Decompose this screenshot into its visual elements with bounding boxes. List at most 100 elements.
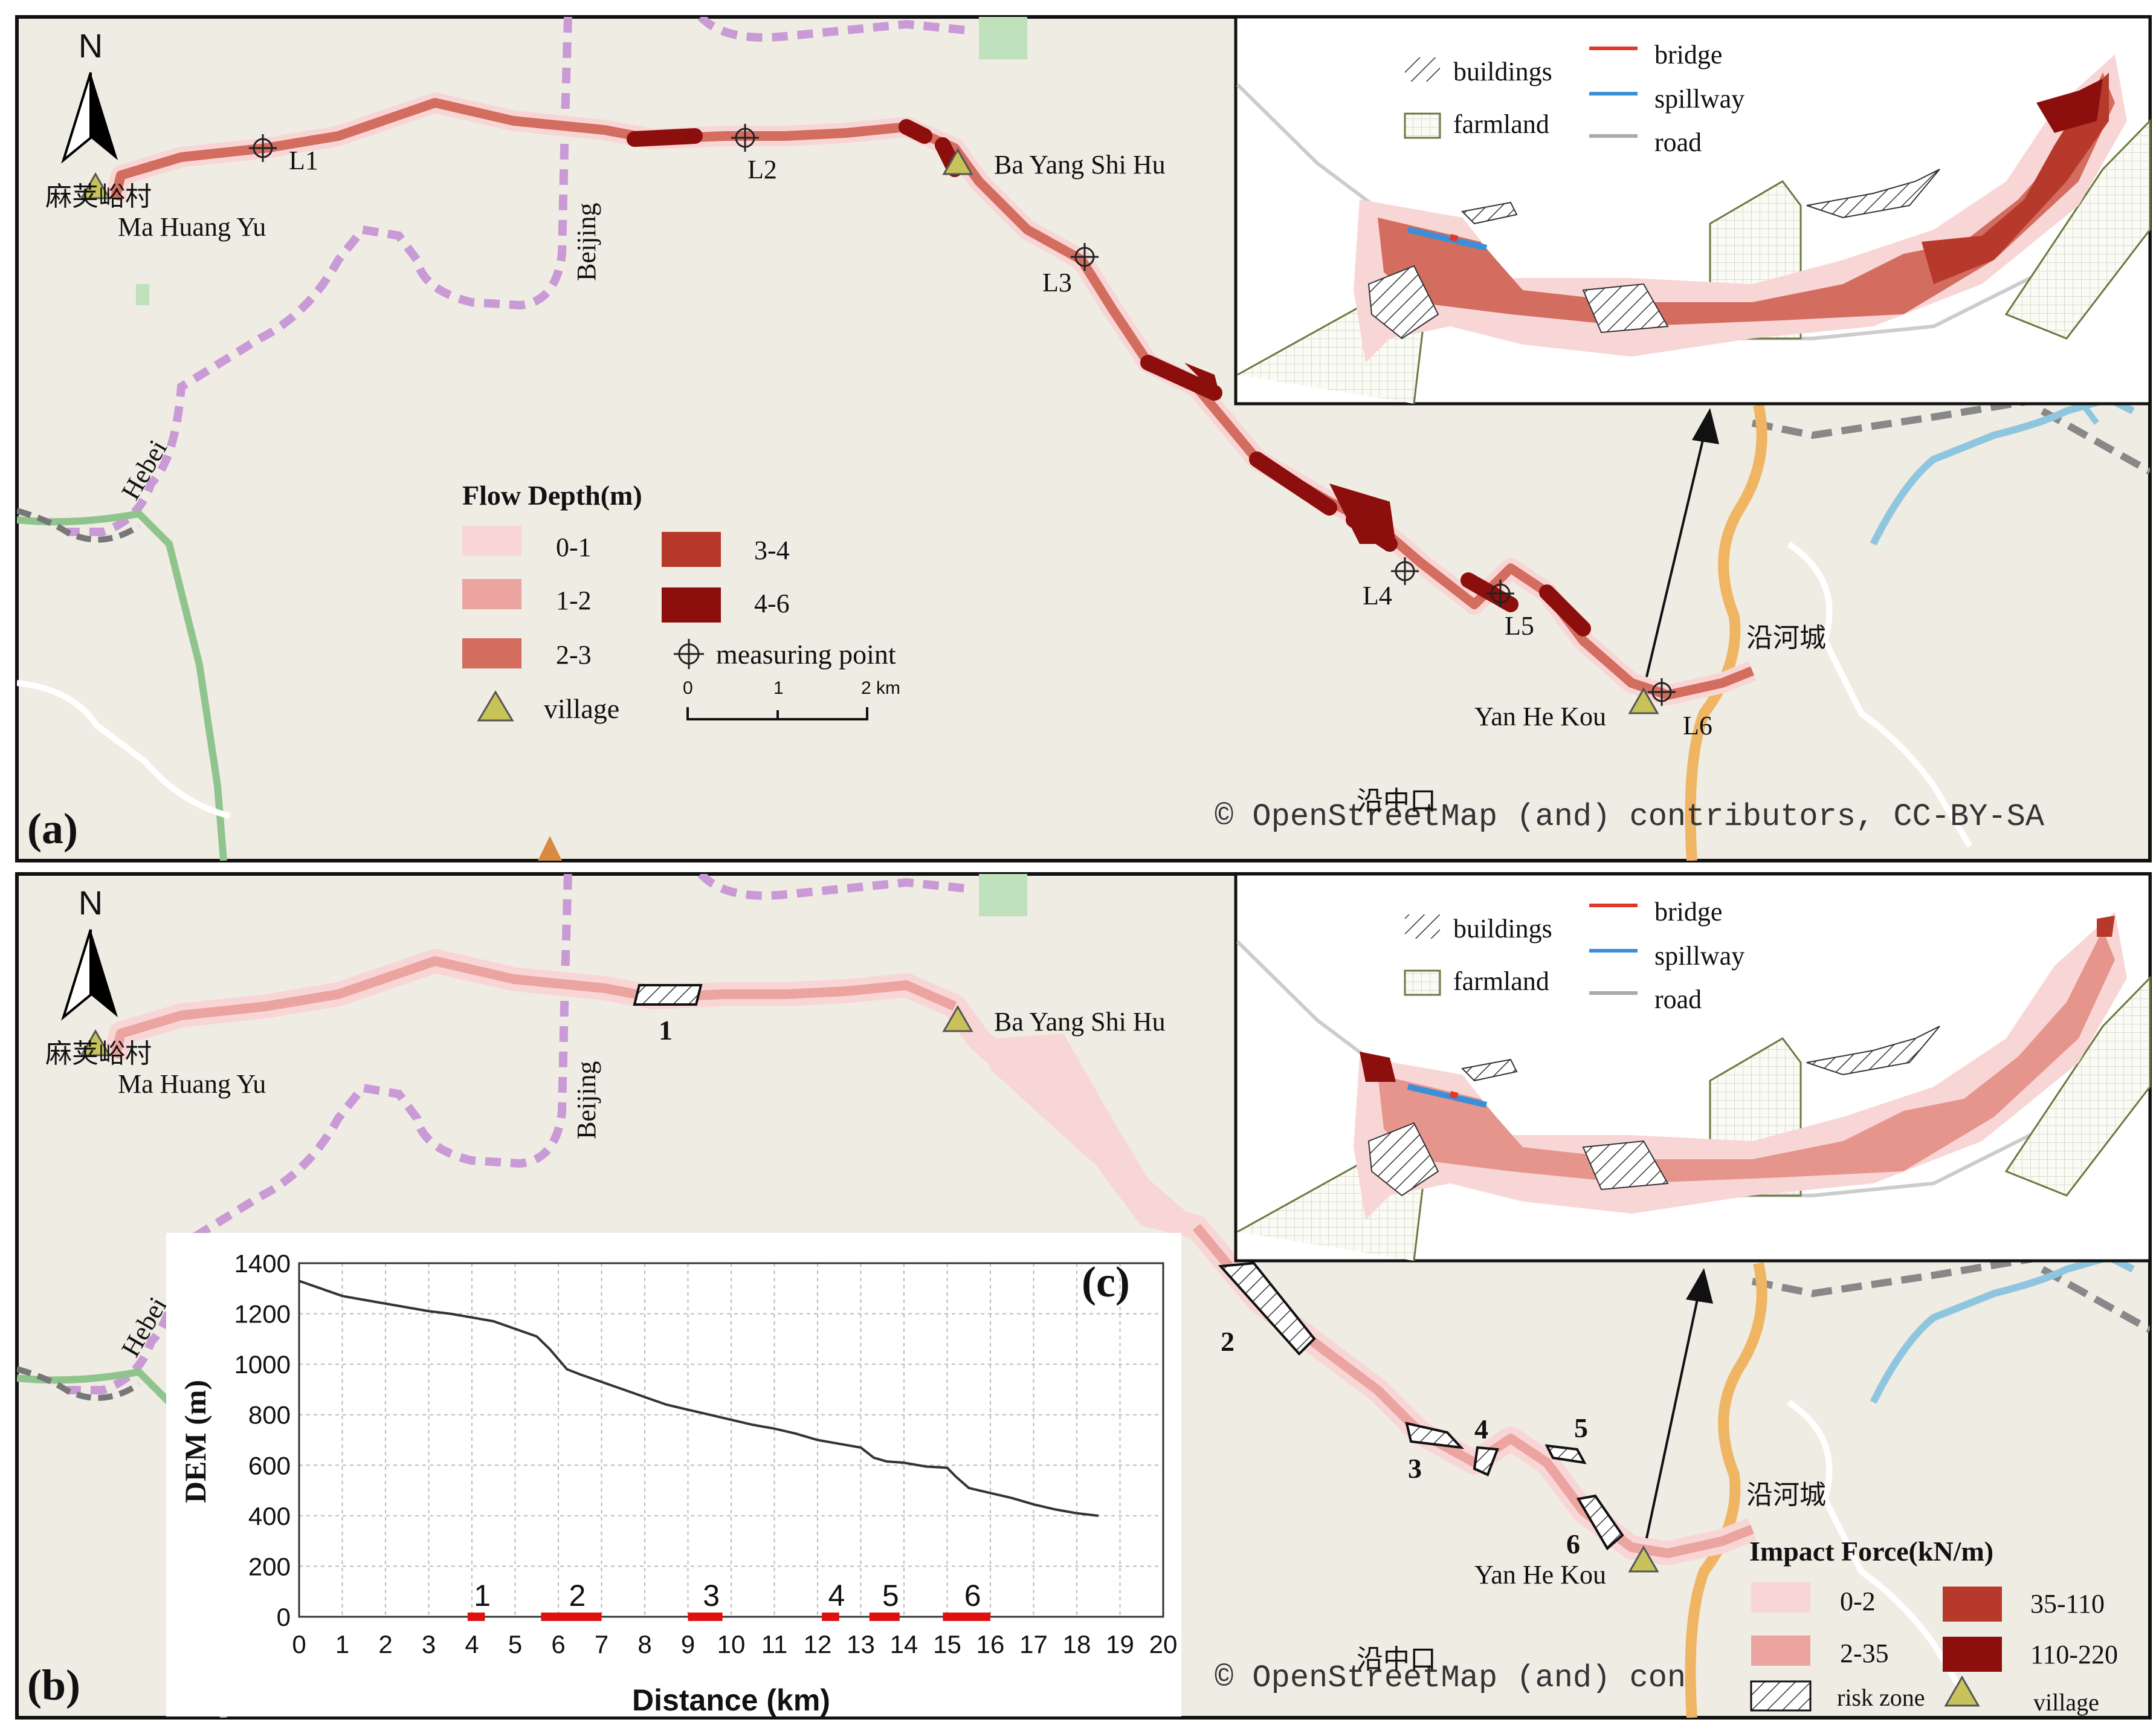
inset-building bbox=[1367, 1122, 1439, 1197]
inset-legend-farmland-swatch bbox=[1404, 969, 1441, 996]
dem-profile-chart: 0 1 2 3 4 5 6 7 8 9 10 11 12 13 14 15 16 17 18 19 20 0200400… bbox=[166, 1233, 1181, 1717]
panel-b-label: (b) bbox=[27, 1661, 80, 1709]
panel-b: 沿河城 © OpenStreetMap (and) con 沿中口 N 麻荚峪村… bbox=[15, 872, 2152, 1720]
legend-swatch-1-2 bbox=[462, 579, 521, 609]
panel-a: 沿河城 © OpenStreetMap (and) contributors, … bbox=[15, 15, 2152, 862]
risk-zone-legend-label: risk zone bbox=[1837, 1684, 1925, 1711]
impact-swatch-0-2 bbox=[1751, 1582, 1810, 1613]
measuring-points: L1 L2 L3 L4 L5 L6 bbox=[249, 124, 1712, 740]
village-yan-he-kou bbox=[1628, 687, 1659, 714]
impact-patch bbox=[979, 1034, 1196, 1239]
panel-a-basemap bbox=[17, 17, 2150, 861]
impact-path-mid bbox=[1192, 1223, 1754, 1558]
village-ba-yang-shi-hu bbox=[942, 147, 973, 175]
measuring-point-l6 bbox=[1648, 678, 1676, 706]
inset-pointer-line bbox=[1645, 435, 1705, 678]
risk-zone-2 bbox=[1218, 1261, 1316, 1356]
inset-farmland bbox=[2004, 118, 2151, 340]
chart-y-tick-label: 800 bbox=[248, 1401, 291, 1429]
village-ma-huang-yu bbox=[80, 172, 111, 199]
inset-legend-road: road bbox=[1654, 985, 1702, 1014]
beijing-label: Beijing bbox=[572, 202, 601, 281]
risk-zone-4 bbox=[1473, 1446, 1499, 1477]
beijing-label: Beijing bbox=[572, 1061, 601, 1139]
inset-building bbox=[1806, 169, 1940, 219]
inset-legend-farmland: farmland bbox=[1453, 109, 1549, 139]
risk-zone-swatch bbox=[1750, 1680, 1812, 1712]
railway bbox=[1751, 1235, 2150, 1298]
ma-huang-yu-label: Ma Huang Yu bbox=[118, 212, 266, 242]
impact-swatch-2-35 bbox=[1751, 1636, 1810, 1666]
chart-x-tick-label: 0 bbox=[292, 1630, 306, 1658]
inset-legend-road: road bbox=[1654, 128, 1702, 157]
chart-x-tick-label: 6 bbox=[551, 1630, 565, 1658]
risk-segment-label-1: 1 bbox=[474, 1579, 491, 1613]
chart-x-label: Distance (km) bbox=[632, 1683, 830, 1717]
province-border bbox=[697, 874, 967, 900]
inset-legend-buildings: buildings bbox=[1453, 57, 1552, 86]
l3-label: L3 bbox=[1042, 268, 1072, 297]
measuring-point-l2 bbox=[731, 124, 759, 152]
l5-label: L5 bbox=[1505, 611, 1534, 641]
legend-measuring-point-icon bbox=[674, 639, 704, 669]
risk-zone-1 bbox=[633, 984, 703, 1006]
panel-b-basemap bbox=[17, 874, 2150, 1718]
minor-road bbox=[1787, 1399, 1973, 1706]
inset-a: buildings farmland bridge spillway road bbox=[1234, 15, 2152, 406]
flow-depth-legend: Flow Depth(m) 0-1 1-2 2-3 3-4 4-6 measur… bbox=[462, 480, 900, 724]
inset-building bbox=[1367, 265, 1439, 340]
inset-bridge bbox=[1449, 234, 1459, 242]
chart-x-tick-label: 13 bbox=[847, 1630, 875, 1658]
dem-series-line bbox=[299, 1280, 1099, 1517]
chart-x-tick-label: 12 bbox=[804, 1630, 832, 1658]
measuring-point-l3 bbox=[1071, 243, 1099, 271]
risk-zone-5-label: 5 bbox=[1574, 1412, 1588, 1443]
green-patch bbox=[979, 17, 1027, 59]
yan-he-kou-label: Yan He Kou bbox=[1474, 1560, 1606, 1590]
chart-panel-label: (c) bbox=[1082, 1258, 1130, 1306]
village-yan-he-kou bbox=[1628, 1545, 1659, 1573]
province-border bbox=[66, 17, 572, 536]
measuring-point-l4 bbox=[1391, 557, 1419, 585]
railway bbox=[1751, 377, 2150, 439]
impact-force-legend: Impact Force(kN/m) 0-2 2-35 35-110 110-2… bbox=[1749, 1536, 2118, 1716]
flow-deep-patch bbox=[1184, 363, 1221, 399]
l1-label: L1 bbox=[289, 146, 318, 175]
impact-label-110-220: 110-220 bbox=[2030, 1640, 2118, 1669]
legend-label-2-3: 2-3 bbox=[556, 640, 592, 670]
inset-legend-spillway: spillway bbox=[1654, 941, 1744, 971]
risk-zones: 1 2 3 4 5 6 bbox=[633, 984, 1624, 1559]
north-label: N bbox=[79, 884, 103, 922]
chart-x-tick-label: 8 bbox=[637, 1630, 651, 1658]
green-road bbox=[17, 510, 227, 861]
ma-huang-yu-label: Ma Huang Yu bbox=[118, 1069, 266, 1099]
chart-y-tick-label: 1400 bbox=[234, 1249, 291, 1278]
north-arrow: N bbox=[61, 27, 118, 164]
green-road bbox=[17, 1368, 227, 1718]
village-legend-label: village bbox=[2033, 1689, 2099, 1716]
risk-zone-2-label: 2 bbox=[1221, 1326, 1235, 1357]
ba-yang-shi-hu-label: Ba Yang Shi Hu bbox=[994, 1007, 1166, 1037]
chart-x-ticks: 0 1 2 3 4 5 6 7 8 9 10 11 12 13 14 15 16 17 18 19 20 bbox=[292, 1630, 1177, 1658]
ma-huang-yu-cn-label: 麻荚峪村 bbox=[45, 182, 152, 212]
chart-x-tick-label: 18 bbox=[1063, 1630, 1091, 1658]
north-arrow: N bbox=[61, 884, 118, 1021]
village-ma-huang-yu bbox=[80, 1029, 111, 1056]
chart-axes-frame bbox=[298, 1262, 1164, 1618]
chart-x-tick-label: 2 bbox=[378, 1630, 392, 1658]
green-patch bbox=[136, 284, 149, 305]
risk-zone-4-label: 4 bbox=[1474, 1414, 1488, 1445]
railway bbox=[17, 508, 141, 543]
risk-zone-3 bbox=[1405, 1422, 1465, 1449]
l4-label: L4 bbox=[1363, 581, 1392, 610]
village-ba-yang-shi-hu bbox=[942, 1005, 973, 1032]
river bbox=[1870, 1253, 2135, 1404]
inset-building bbox=[1582, 1140, 1669, 1191]
inset-spillway bbox=[1407, 227, 1488, 251]
risk-zone-6-label: 6 bbox=[1566, 1529, 1580, 1559]
attribution: © OpenStreetMap (and) contributors, CC-B… bbox=[1215, 799, 2045, 835]
orange-road bbox=[1685, 404, 1767, 861]
impact-swatch-110-220 bbox=[1943, 1637, 2002, 1672]
measuring-point-l1 bbox=[249, 134, 277, 162]
